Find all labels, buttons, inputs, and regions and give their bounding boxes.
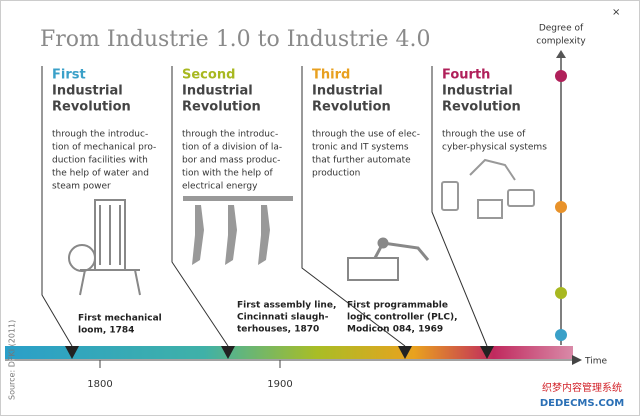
close-icon[interactable]: ×	[612, 7, 620, 18]
timeline-marker	[480, 346, 494, 359]
description: steam power	[52, 182, 111, 192]
watermark: 织梦内容管理系统 DEDECMS.COM	[528, 380, 636, 412]
heading: Revolution	[182, 100, 261, 115]
heading: Industrial	[182, 84, 253, 99]
axis-arrow	[556, 50, 566, 58]
complexity-label: complexity	[536, 37, 586, 47]
title: From Industrie 1.0 to Industrie 4.0	[40, 27, 431, 52]
source: Source: DFKI (2011)	[8, 320, 17, 400]
timeline-marker	[221, 346, 235, 359]
milestone: loom, 1784	[78, 326, 134, 336]
ordinal: First	[52, 68, 86, 83]
milestone: terhouses, 1870	[237, 325, 319, 335]
milestone: First assembly line,	[237, 301, 336, 311]
heading: Industrial	[442, 84, 513, 99]
timeline-arrow	[572, 355, 582, 365]
loom-icon	[68, 199, 141, 296]
bracket-line	[41, 66, 73, 347]
description: the help of water and	[52, 169, 149, 179]
level-dot	[555, 201, 567, 213]
tick-label: 1800	[87, 379, 112, 390]
assembly-line-icon	[183, 196, 293, 265]
level-dot	[555, 287, 567, 299]
description: through the use of	[442, 130, 526, 140]
description: duction facilities with	[52, 156, 148, 166]
bracket-line	[171, 66, 229, 347]
robot-icon	[347, 237, 430, 281]
description: tronic and IT systems	[312, 143, 409, 153]
watermark-text: DEDECMS.COM	[540, 398, 624, 409]
ordinal: Third	[312, 68, 350, 83]
bracket-line	[301, 66, 406, 347]
timeline-label: Time	[584, 357, 607, 367]
ordinal: Fourth	[442, 68, 490, 83]
description: tion of a division of la-	[182, 143, 282, 153]
description: production	[312, 169, 360, 179]
timeline-marker	[398, 346, 412, 359]
description: cyber-physical systems	[442, 143, 547, 153]
description: tion with the help of	[182, 169, 274, 179]
timeline-bar	[5, 346, 573, 359]
level-dot	[555, 70, 567, 82]
description: through the introduc-	[182, 130, 278, 140]
heading: Revolution	[52, 100, 131, 115]
description: through the introduc-	[52, 130, 148, 140]
milestone: First programmable	[347, 301, 448, 311]
milestone: Modicon 084, 1969	[347, 325, 443, 335]
milestone: First mechanical	[78, 314, 162, 324]
description: that further automate	[312, 156, 411, 166]
description: tion of mechanical pro-	[52, 143, 156, 153]
heading: Revolution	[442, 100, 521, 115]
tick-label: 1900	[267, 379, 292, 390]
bracket-line	[431, 66, 488, 347]
heading: Revolution	[312, 100, 391, 115]
watermark-text: 织梦内容管理系统	[542, 381, 622, 394]
milestone: Cincinnati slaugh-	[237, 313, 329, 323]
timeline-marker	[65, 346, 79, 359]
heading: Industrial	[312, 84, 383, 99]
ordinal: Second	[182, 68, 235, 83]
complexity-label: Degree of	[539, 24, 584, 34]
devices-icon	[441, 158, 535, 219]
description: bor and mass produc-	[182, 156, 280, 166]
heading: Industrial	[52, 84, 123, 99]
level-dot	[555, 329, 567, 341]
description: through the use of elec-	[312, 130, 420, 140]
description: electrical energy	[182, 182, 258, 192]
milestone: logic controller (PLC),	[347, 313, 458, 323]
